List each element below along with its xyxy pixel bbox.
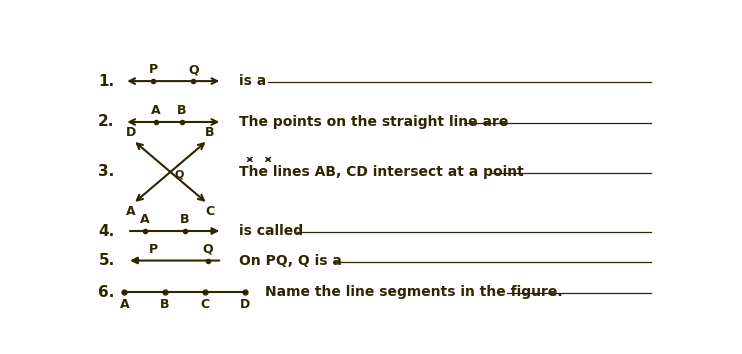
Text: A: A (151, 104, 161, 117)
Text: B: B (180, 213, 189, 226)
Text: C: C (200, 298, 209, 311)
Text: B: B (177, 104, 187, 117)
Text: A: A (139, 213, 149, 226)
Text: C: C (205, 205, 214, 218)
Text: D: D (125, 126, 136, 139)
Text: 4.: 4. (99, 223, 114, 239)
Text: Q: Q (188, 63, 199, 76)
Text: 3.: 3. (99, 165, 114, 179)
Text: On PQ, Q is a: On PQ, Q is a (240, 253, 342, 268)
Text: D: D (240, 298, 250, 311)
Text: 6.: 6. (98, 285, 114, 300)
Text: B: B (160, 298, 169, 311)
Text: The lines AB, CD intersect at a point: The lines AB, CD intersect at a point (240, 165, 524, 179)
Text: is called: is called (240, 224, 303, 238)
Text: Name the line segments in the figure.: Name the line segments in the figure. (266, 285, 563, 299)
Text: Q: Q (203, 242, 213, 256)
Text: B: B (205, 126, 214, 139)
Text: 2.: 2. (98, 114, 114, 130)
Text: P: P (148, 242, 158, 256)
Text: Q: Q (175, 169, 184, 179)
Text: P: P (148, 63, 158, 76)
Text: A: A (119, 298, 129, 311)
Text: 1.: 1. (99, 74, 114, 88)
Text: 5.: 5. (99, 253, 114, 268)
Text: The points on the straight line are: The points on the straight line are (240, 115, 509, 129)
Text: A: A (126, 205, 136, 218)
Text: is a: is a (240, 74, 266, 88)
